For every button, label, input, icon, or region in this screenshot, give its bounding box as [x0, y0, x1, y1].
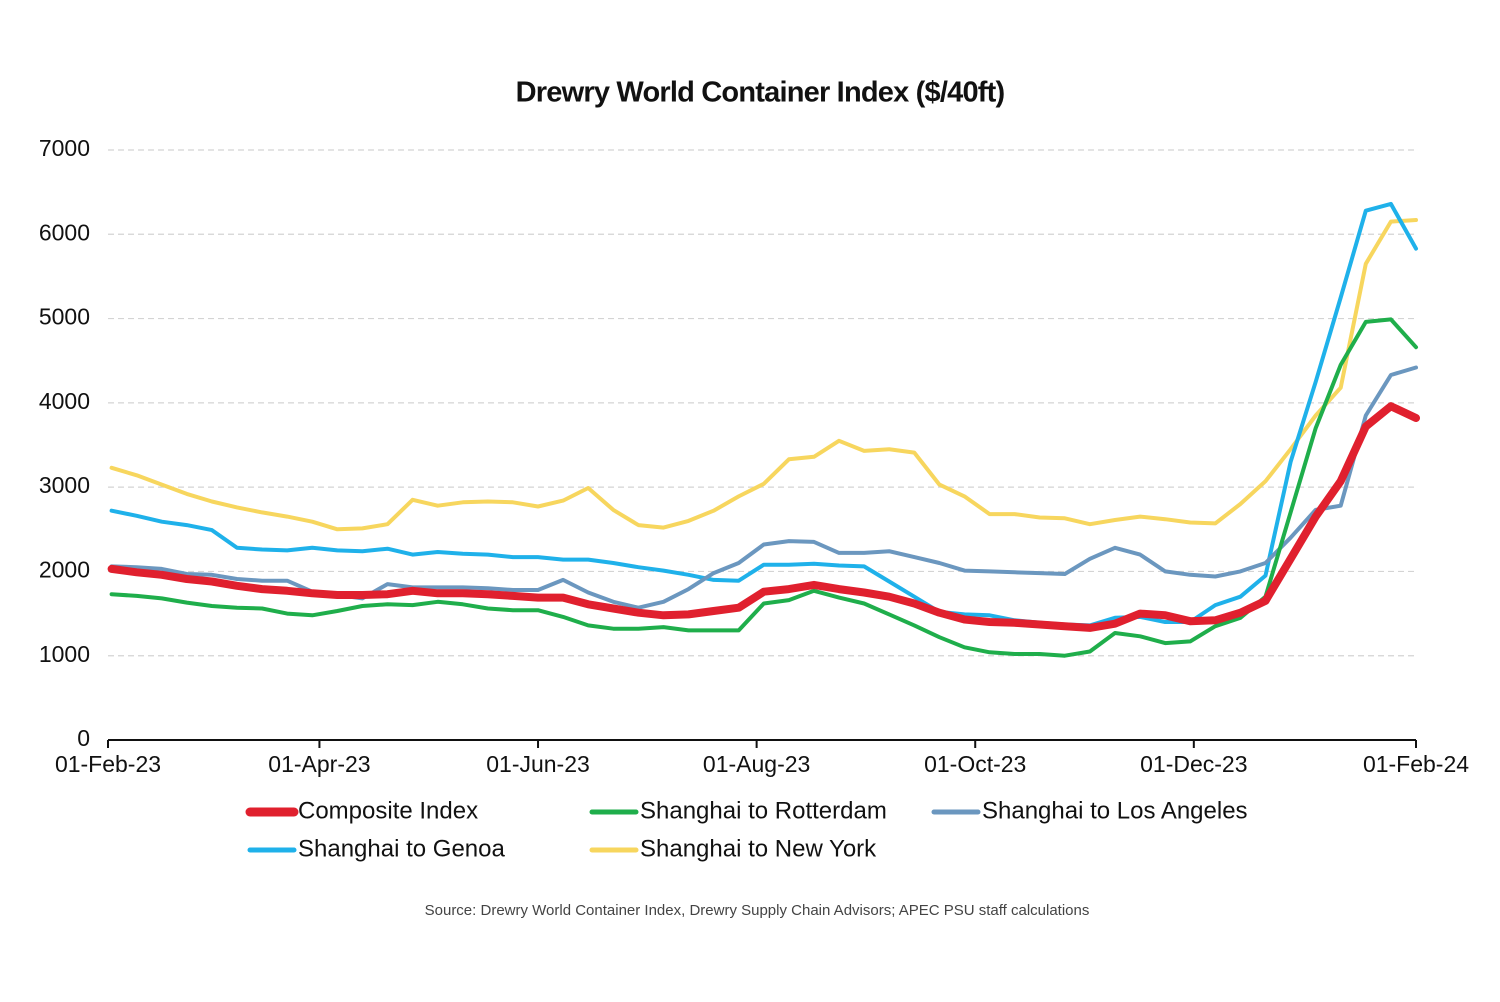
- legend-label: Shanghai to Genoa: [298, 835, 505, 862]
- y-tick-label: 7000: [39, 135, 90, 161]
- y-tick-label: 5000: [39, 304, 90, 330]
- y-tick-label: 6000: [39, 219, 90, 245]
- chart-title: Drewry World Container Index ($/40ft): [516, 77, 1005, 109]
- legend-label: Composite Index: [298, 797, 478, 824]
- x-tick-label: 01-Feb-23: [55, 751, 161, 777]
- legend-label: Shanghai to New York: [640, 835, 877, 862]
- y-tick-label: 1000: [39, 641, 90, 667]
- series-line: [109, 317, 1418, 658]
- x-tick-label: 01-Oct-23: [924, 751, 1026, 777]
- legend-label: Shanghai to Rotterdam: [640, 797, 887, 824]
- series-line: [109, 218, 1418, 532]
- x-tick-label: 01-Dec-23: [1140, 751, 1247, 777]
- legend-label: Shanghai to Los Angeles: [982, 797, 1248, 824]
- y-tick-label: 0: [77, 725, 90, 751]
- series-line: [107, 402, 1420, 632]
- source-note: Source: Drewry World Container Index, Dr…: [425, 902, 1090, 919]
- x-tick-label: 01-Jun-23: [486, 751, 590, 777]
- x-tick-label: 01-Apr-23: [268, 751, 370, 777]
- y-tick-label: 2000: [39, 557, 90, 583]
- y-tick-label: 4000: [39, 388, 90, 414]
- series-line: [109, 201, 1418, 628]
- x-tick-label: 01-Feb-24: [1363, 751, 1469, 777]
- y-tick-label: 3000: [39, 472, 90, 498]
- x-tick-label: 01-Aug-23: [703, 751, 810, 777]
